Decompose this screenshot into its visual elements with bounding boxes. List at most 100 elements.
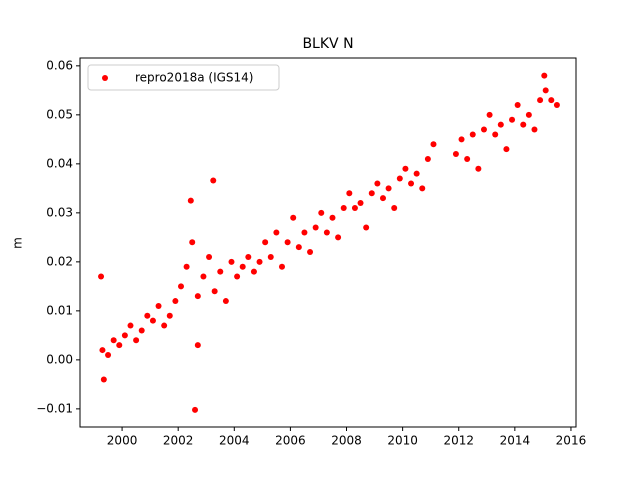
data-point: [514, 102, 521, 109]
x-tick-label: 2008: [331, 434, 362, 448]
data-point: [357, 200, 364, 207]
x-tick-label: 2002: [163, 434, 194, 448]
data-point: [542, 87, 549, 94]
data-point: [548, 97, 555, 104]
data-point: [192, 406, 199, 413]
data-point: [273, 229, 280, 236]
data-point: [553, 102, 560, 109]
y-tick-label: −0.01: [36, 401, 73, 415]
data-point: [262, 239, 269, 246]
plot-frame: [79, 57, 577, 428]
y-tick-label: 0.00: [46, 352, 73, 366]
data-point: [110, 337, 117, 344]
data-point: [105, 351, 112, 358]
data-point: [172, 298, 179, 305]
data-point: [452, 151, 459, 158]
data-point: [301, 229, 308, 236]
legend-box: [87, 64, 280, 91]
data-point: [149, 317, 156, 324]
data-point: [419, 185, 426, 192]
data-point: [480, 126, 487, 133]
data-point: [531, 126, 538, 133]
data-point: [503, 146, 510, 153]
data-point: [278, 263, 285, 270]
data-point: [402, 165, 409, 172]
data-point: [155, 302, 162, 309]
data-point: [368, 190, 375, 197]
data-point: [284, 239, 291, 246]
chart-title: BLKV N: [302, 36, 353, 52]
y-tick-label: 0.05: [46, 107, 73, 121]
data-point: [200, 273, 207, 280]
data-point: [497, 121, 504, 128]
data-point: [138, 327, 145, 334]
y-tick-label: 0.04: [46, 156, 73, 170]
x-tick-label: 2010: [387, 434, 418, 448]
data-point: [509, 116, 516, 123]
data-point: [323, 229, 330, 236]
data-point: [469, 131, 476, 138]
data-point: [475, 165, 482, 172]
data-point: [464, 155, 471, 162]
data-point: [379, 195, 386, 202]
x-tick-label: 2000: [107, 434, 138, 448]
data-point: [396, 175, 403, 182]
data-point: [211, 288, 218, 295]
data-point: [133, 337, 140, 344]
data-point: [385, 185, 392, 192]
data-point: [256, 258, 263, 265]
data-point: [100, 376, 107, 383]
data-point: [340, 204, 347, 211]
data-point: [374, 180, 381, 187]
data-point: [250, 268, 257, 275]
data-point: [161, 322, 168, 329]
data-point: [116, 342, 123, 349]
data-point: [194, 342, 201, 349]
y-tick-label: 0.03: [46, 205, 73, 219]
legend-marker: [102, 75, 108, 81]
data-point: [239, 263, 246, 270]
legend-label: repro2018a (IGS14): [135, 71, 253, 85]
data-point: [144, 312, 151, 319]
data-point: [177, 283, 184, 290]
x-tick-label: 2006: [275, 434, 306, 448]
data-point: [408, 180, 415, 187]
data-point: [525, 111, 532, 118]
data-point: [541, 72, 548, 79]
x-tick-label: 2012: [443, 434, 474, 448]
data-point: [413, 170, 420, 177]
data-point: [318, 209, 325, 216]
data-point: [222, 298, 229, 305]
data-point: [312, 224, 319, 231]
data-point: [351, 204, 358, 211]
x-tick-label: 2014: [500, 434, 531, 448]
data-point: [290, 214, 297, 221]
data-point: [127, 322, 134, 329]
data-point: [217, 268, 224, 275]
data-point: [183, 263, 190, 270]
data-point: [391, 204, 398, 211]
data-point: [492, 131, 499, 138]
data-point: [267, 253, 274, 260]
data-point: [245, 253, 252, 260]
data-point: [98, 273, 105, 280]
data-point: [121, 332, 128, 339]
x-tick-label: 2004: [219, 434, 250, 448]
data-point: [187, 197, 194, 204]
data-point: [295, 244, 302, 251]
data-point: [234, 273, 241, 280]
data-point: [166, 312, 173, 319]
data-point: [307, 249, 314, 256]
data-point: [346, 190, 353, 197]
data-point: [486, 111, 493, 118]
y-axis-label: m: [11, 237, 25, 249]
data-point: [194, 293, 201, 300]
data-point: [430, 141, 437, 148]
x-tick-label: 2016: [556, 434, 587, 448]
data-point: [537, 97, 544, 104]
data-point: [520, 121, 527, 128]
data-point: [329, 214, 336, 221]
y-tick-label: 0.01: [46, 303, 73, 317]
data-point: [189, 239, 196, 246]
